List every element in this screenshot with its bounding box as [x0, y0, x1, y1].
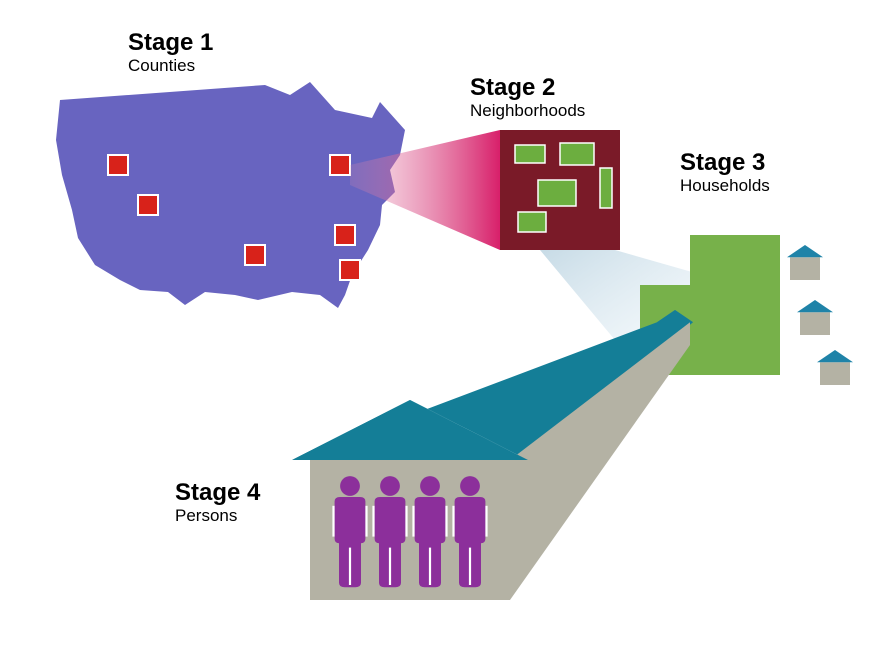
house-icon [817, 350, 853, 385]
county-square-icon [245, 245, 265, 265]
stage-4-sub: Persons [175, 506, 260, 526]
neighborhood-block-icon [560, 143, 594, 165]
county-square-icon [138, 195, 158, 215]
neighborhood-block-icon [600, 168, 612, 208]
county-square-icon [335, 225, 355, 245]
stage-3-title: Stage 3 [680, 150, 770, 176]
neighborhood-block-icon [518, 212, 546, 232]
county-square-icon [108, 155, 128, 175]
county-square-icon [330, 155, 350, 175]
neighborhood-block-icon [515, 145, 545, 163]
neighborhood [500, 130, 620, 250]
stage-1-title: Stage 1 [128, 30, 213, 56]
house-icon [787, 245, 823, 280]
house-icon [797, 300, 833, 335]
stage-1-sub: Counties [128, 56, 213, 76]
stage-1-label: Stage 1 Counties [128, 30, 213, 77]
stage-2-sub: Neighborhoods [470, 101, 585, 121]
neighborhood-block-icon [538, 180, 576, 206]
stage-3-label: Stage 3 Households [680, 150, 770, 197]
stage-3-sub: Households [680, 176, 770, 196]
us-map [56, 82, 405, 308]
stage-4-title: Stage 4 [175, 480, 260, 506]
stage-4-label: Stage 4 Persons [175, 480, 260, 527]
diagram-canvas [0, 0, 880, 650]
stage-2-title: Stage 2 [470, 75, 585, 101]
county-square-icon [340, 260, 360, 280]
stage-2-label: Stage 2 Neighborhoods [470, 75, 585, 122]
